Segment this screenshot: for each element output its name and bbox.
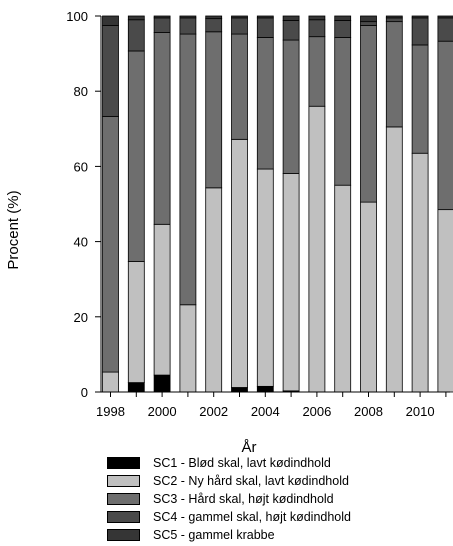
bar-segment-sc4-2000 xyxy=(153,17,171,33)
bar-segment-sc4-2010 xyxy=(411,17,429,46)
legend-item-sc2: SC2 - Ny hård skal, lavt kødindhold xyxy=(107,473,437,491)
bar-segment-sc5-2011 xyxy=(437,15,453,19)
legend-swatch xyxy=(107,493,140,505)
bar-segment-sc1-2000 xyxy=(153,374,171,393)
bar-segment-sc2-2006 xyxy=(308,105,326,393)
bar-segment-sc4-2003 xyxy=(231,17,248,35)
bar-segment-sc5-2003 xyxy=(231,15,248,19)
bar-segment-sc3-1999 xyxy=(127,50,145,262)
bar-segment-sc3-2003 xyxy=(231,33,248,140)
y-tick-label: 60 xyxy=(74,159,88,174)
y-tick-label: 40 xyxy=(74,235,88,250)
bar-segment-sc2-2003 xyxy=(231,138,248,388)
x-tick-label: 2010 xyxy=(406,404,435,419)
bar-segment-sc5-2007 xyxy=(334,15,352,21)
legend-item-sc4: SC4 - gammel skal, højt kødindhold xyxy=(107,509,437,527)
bar-segment-sc2-2009 xyxy=(385,126,403,393)
bar-segment-sc3-2010 xyxy=(411,44,429,154)
bar-segment-sc4-2005 xyxy=(282,20,300,41)
y-tick-label: 80 xyxy=(74,84,88,99)
bar-segment-sc5-2009 xyxy=(385,15,403,19)
y-tick-label: 0 xyxy=(81,385,88,400)
bar-segment-sc5-2004 xyxy=(256,15,274,19)
bar-segment-sc4-2004 xyxy=(256,17,274,38)
bar-segment-sc3-2002 xyxy=(205,31,223,189)
bar-segment-sc2-2005 xyxy=(282,173,300,392)
bar-segment-sc3-2008 xyxy=(360,24,377,203)
x-tick-label: 1998 xyxy=(96,404,125,419)
x-tick-label: 2000 xyxy=(148,404,177,419)
bar-segment-sc5-2010 xyxy=(411,15,429,19)
legend-label: SC5 - gammel krabbe xyxy=(153,528,275,542)
bar-segment-sc2-2004 xyxy=(256,168,274,387)
legend-swatch xyxy=(107,529,140,541)
x-tick-label: 2002 xyxy=(199,404,228,419)
bar-segment-sc4-2011 xyxy=(437,17,453,42)
legend-label: SC3 - Hård skal, højt kødindhold xyxy=(153,492,334,506)
bar-segment-sc1-2003 xyxy=(231,387,248,393)
bar-segment-sc3-2006 xyxy=(308,36,326,107)
legend-swatch xyxy=(107,475,140,487)
bar-segment-sc4-2002 xyxy=(205,18,223,33)
bar-segment-sc1-2004 xyxy=(256,385,274,393)
y-axis-title: Procent (%) xyxy=(5,190,22,269)
axes-layer: 0 20 40 60 80 100 1998 2000 2002 2004 2006 2008 2010 xyxy=(66,9,450,419)
legend-label: SC2 - Ny hård skal, lavt kødindhold xyxy=(153,474,349,488)
x-tick-label: 2008 xyxy=(354,404,383,419)
bar-segment-sc2-2001 xyxy=(179,304,197,393)
legend-swatch xyxy=(107,511,140,523)
bar-segment-sc2-2011 xyxy=(437,209,453,393)
legend-item-sc5: SC5 - gammel krabbe xyxy=(107,527,437,545)
bar-segment-sc2-2007 xyxy=(334,184,352,393)
bar-segment-sc3-2009 xyxy=(385,21,403,128)
legend-item-sc3: SC3 - Hård skal, højt kødindhold xyxy=(107,491,437,509)
bar-segment-sc2-1998 xyxy=(102,371,119,393)
legend-label: SC1 - Blød skal, lavt kødindhold xyxy=(153,456,331,470)
legend-label: SC4 - gammel skal, højt kødindhold xyxy=(153,510,351,524)
bar-segment-sc3-2001 xyxy=(179,33,197,306)
legend-swatch xyxy=(107,457,140,469)
bar-segment-sc5-2005 xyxy=(282,15,300,21)
bar-segment-sc2-1999 xyxy=(127,261,145,383)
y-tick-label: 20 xyxy=(74,310,88,325)
y-tick-label: 100 xyxy=(66,9,88,24)
bar-segment-sc3-2000 xyxy=(153,32,171,225)
bar-segment-sc4-2008 xyxy=(360,21,377,26)
bar-segment-sc5-2008 xyxy=(360,15,377,23)
stacked-bar-chart: 0 20 40 60 80 100 1998 2000 2002 2004 2006 2008 2010… xyxy=(5,9,453,455)
bar-segment-sc2-2000 xyxy=(153,223,171,376)
bar-segment-sc4-2009 xyxy=(385,17,403,23)
x-axis-title: År xyxy=(242,439,257,455)
x-tick-label: 2006 xyxy=(302,404,331,419)
bar-segment-sc5-2006 xyxy=(308,15,326,21)
bar-segment-sc4-1998 xyxy=(102,24,119,117)
x-tick-label: 2004 xyxy=(251,404,280,419)
bar-segment-sc3-1998 xyxy=(102,115,119,373)
bar-segment-sc5-2000 xyxy=(153,15,171,19)
bar-segment-sc4-2007 xyxy=(334,20,352,38)
bar-segment-sc2-2010 xyxy=(411,152,429,393)
bar-segment-sc1-1999 xyxy=(127,382,145,393)
bar-segment-sc2-2008 xyxy=(360,201,377,393)
legend-item-sc1: SC1 - Blød skal, lavt kødindhold xyxy=(107,455,437,473)
bar-segment-sc3-2011 xyxy=(437,40,453,211)
chart-legend: SC1 - Blød skal, lavt kødindhold SC2 - Ny… xyxy=(107,455,437,545)
bars-layer xyxy=(102,15,453,393)
bar-segment-sc4-1999 xyxy=(127,19,145,52)
bar-segment-sc4-2006 xyxy=(308,19,326,38)
bar-segment-sc2-2002 xyxy=(205,187,223,393)
bar-segment-sc3-2007 xyxy=(334,37,352,186)
bar-segment-sc5-1998 xyxy=(102,15,119,26)
bar-segment-sc3-2004 xyxy=(256,37,274,170)
bar-segment-sc4-2001 xyxy=(179,17,197,35)
bar-segment-sc5-2001 xyxy=(179,15,197,19)
bar-segment-sc5-1999 xyxy=(127,15,145,21)
bar-segment-sc5-2002 xyxy=(205,15,223,20)
bar-segment-sc3-2005 xyxy=(282,39,300,174)
